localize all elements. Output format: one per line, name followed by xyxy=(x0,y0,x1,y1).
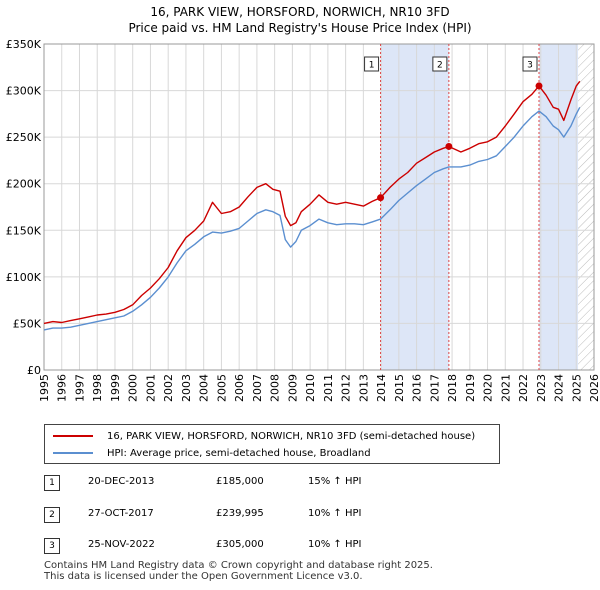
shaded-span xyxy=(380,44,449,370)
y-tick-label: £350K xyxy=(6,38,42,51)
transaction-hpi: 10% ↑ HPI xyxy=(308,508,362,519)
y-tick-label: £50K xyxy=(13,317,42,330)
forecast-hatch xyxy=(578,44,594,370)
x-tick-label: 2022 xyxy=(517,374,530,402)
x-tick-label: 2018 xyxy=(446,374,459,402)
marker-label: 3 xyxy=(527,61,533,71)
x-tick-label: 2007 xyxy=(251,374,264,402)
sale-point xyxy=(445,142,453,150)
x-tick-label: 1999 xyxy=(109,374,122,402)
x-tick-label: 2023 xyxy=(535,374,548,402)
marker-label: 1 xyxy=(369,61,375,71)
transaction-price: £185,000 xyxy=(216,476,264,487)
transaction-number: 2 xyxy=(44,507,60,523)
x-tick-label: 2003 xyxy=(180,374,193,402)
transaction-hpi: 15% ↑ HPI xyxy=(308,476,362,487)
legend: 16, PARK VIEW, HORSFORD, NORWICH, NR10 3… xyxy=(44,424,500,464)
x-tick-label: 1996 xyxy=(56,374,69,402)
transaction-number: 3 xyxy=(44,538,60,554)
marker-box xyxy=(522,56,538,72)
x-tick-label: 2021 xyxy=(499,374,512,402)
y-tick-label: £300K xyxy=(6,85,42,98)
x-tick-label: 2020 xyxy=(482,374,495,402)
transaction-hpi: 10% ↑ HPI xyxy=(308,539,362,550)
x-tick-label: 1997 xyxy=(73,374,86,402)
y-tick-label: £200K xyxy=(6,178,42,191)
x-tick-label: 2015 xyxy=(393,374,406,402)
legend-swatch-hpi xyxy=(53,452,93,454)
series-line-hpi xyxy=(43,106,581,331)
price-chart: £0 £50K £100K £150K £200K £250K £300K £350K 1995… xyxy=(6,38,600,402)
x-tick-label: 2009 xyxy=(286,374,299,402)
x-tick-label: 2016 xyxy=(411,374,424,402)
x-tick-label: 2008 xyxy=(269,374,282,402)
marker-label: 2 xyxy=(437,61,443,71)
y-tick-label: £150K xyxy=(6,224,42,237)
series-line-property xyxy=(43,80,581,325)
plot-area xyxy=(44,44,594,370)
x-tick-label: 2005 xyxy=(215,374,228,402)
marker-box xyxy=(432,56,448,72)
x-tick-label: 2024 xyxy=(553,374,566,402)
footer-copyright: Contains HM Land Registry data © Crown c… xyxy=(44,560,433,571)
x-tick-label: 1995 xyxy=(38,374,51,402)
legend-item-property: 16, PARK VIEW, HORSFORD, NORWICH, NR10 3… xyxy=(53,428,475,444)
y-tick-label: £250K xyxy=(6,131,42,144)
legend-label-property: 16, PARK VIEW, HORSFORD, NORWICH, NR10 3… xyxy=(107,430,476,442)
x-tick-label: 2013 xyxy=(357,374,370,402)
chart-title: 16, PARK VIEW, HORSFORD, NORWICH, NR10 3… xyxy=(150,5,450,19)
transaction-date: 20-DEC-2013 xyxy=(88,476,155,487)
transaction-date: 25-NOV-2022 xyxy=(88,539,155,550)
x-tick-label: 2000 xyxy=(127,374,140,402)
transaction-number: 1 xyxy=(44,475,60,491)
x-tick-label: 2019 xyxy=(464,374,477,402)
x-tick-label: 1998 xyxy=(91,374,104,402)
plot-frame xyxy=(43,43,595,371)
legend-label-hpi: HPI: Average price, semi-detached house,… xyxy=(107,447,371,459)
x-tick-label: 2001 xyxy=(144,374,157,402)
sale-point xyxy=(535,82,543,90)
transaction-price: £239,995 xyxy=(216,508,264,519)
legend-swatch-property xyxy=(53,435,93,437)
x-tick-label: 2010 xyxy=(304,374,317,402)
y-tick-label: £0 xyxy=(27,364,41,377)
sale-point xyxy=(377,194,385,202)
x-tick-label: 2025 xyxy=(570,374,583,402)
x-tick-label: 2012 xyxy=(340,374,353,402)
transaction-date: 27-OCT-2017 xyxy=(88,508,154,519)
x-tick-label: 2004 xyxy=(198,374,211,402)
x-tick-label: 2011 xyxy=(322,374,335,402)
marker-box xyxy=(364,56,380,72)
legend-item-hpi: HPI: Average price, semi-detached house,… xyxy=(53,445,371,461)
x-tick-label: 2017 xyxy=(428,374,441,402)
x-tick-label: 2006 xyxy=(233,374,246,402)
x-tick-label: 2014 xyxy=(375,374,388,402)
footer: Contains HM Land Registry data © Crown c… xyxy=(44,560,433,582)
chart-subtitle: Price paid vs. HM Land Registry's House … xyxy=(128,21,472,35)
x-tick-label: 2002 xyxy=(162,374,175,402)
x-tick-label: 2026 xyxy=(588,374,600,402)
transaction-price: £305,000 xyxy=(216,539,264,550)
footer-licence: This data is licensed under the Open Gov… xyxy=(44,571,363,582)
y-tick-label: £100K xyxy=(6,271,42,284)
